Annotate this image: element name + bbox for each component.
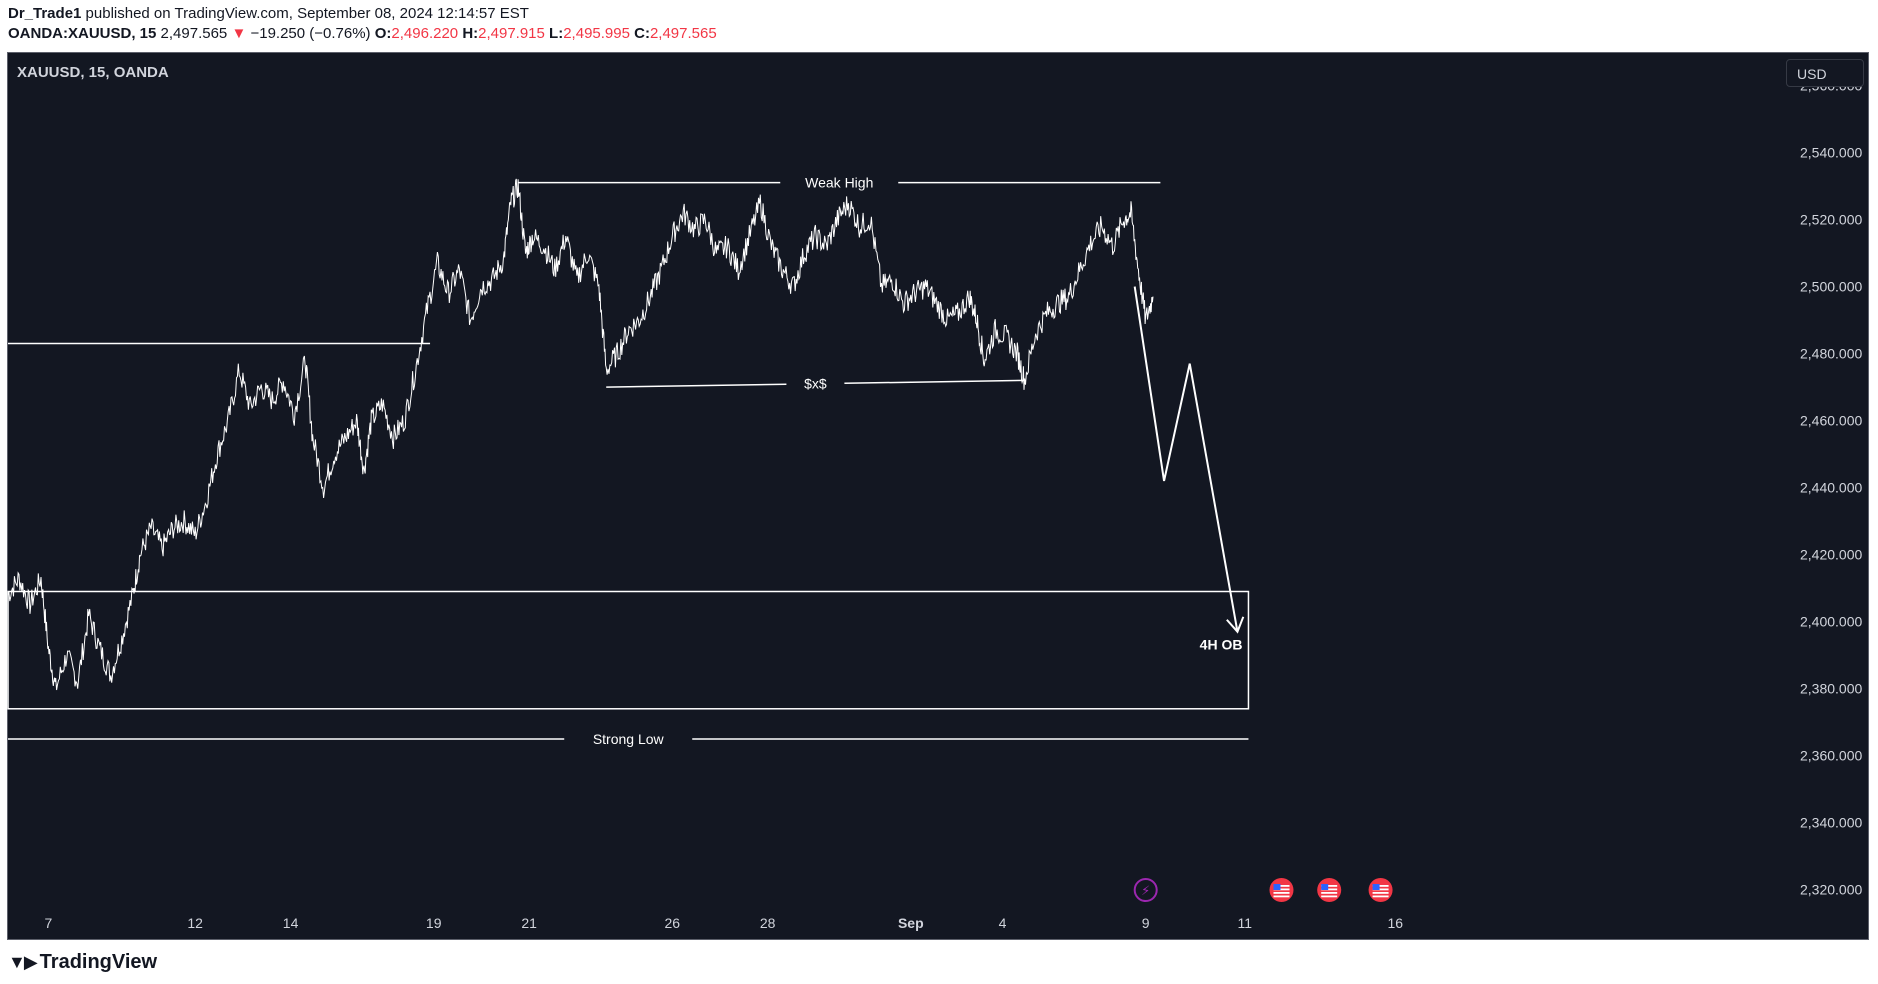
low-value: 2,495.995: [563, 25, 630, 42]
tradingview-logo-icon: ▼▶: [8, 952, 38, 972]
y-tick-label: 2,480.000: [1800, 346, 1862, 362]
x-tick-label: 7: [44, 915, 52, 931]
us-flag-stripe: [1273, 888, 1290, 891]
annotation-line[interactable]: [606, 383, 787, 388]
y-tick-label: 2,460.000: [1800, 413, 1862, 429]
y-tick-label: 2,520.000: [1800, 212, 1862, 228]
arrow-head-icon: [1226, 616, 1245, 634]
x-tick-label: Sep: [898, 915, 924, 931]
high-value: 2,497.915: [478, 25, 545, 42]
chart-frame[interactable]: [7, 52, 1869, 940]
open-label: O:: [374, 25, 392, 42]
published-text: published on TradingView.com, September …: [85, 5, 529, 22]
us-flag-canton: [1372, 884, 1380, 890]
us-flag-stripe: [1372, 895, 1389, 898]
y-tick-label: 2,360.000: [1800, 748, 1862, 764]
us-flag-canton: [1273, 884, 1281, 890]
x-tick-label: 21: [521, 915, 537, 931]
annotation-label: Strong Low: [593, 731, 665, 747]
us-flag-stripe: [1372, 888, 1389, 891]
y-tick-label: 2,380.000: [1800, 681, 1862, 697]
us-flag-stripe: [1273, 892, 1290, 894]
us-flag-stripe: [1372, 892, 1389, 894]
y-tick-label: 2,440.000: [1800, 480, 1862, 496]
y-tick-label: 2,540.000: [1800, 145, 1862, 161]
us-flag-stripe: [1321, 892, 1338, 894]
y-tick-label: 2,320.000: [1800, 882, 1862, 898]
footer-brand: TradingView: [39, 951, 158, 973]
us-flag-stripe: [1273, 895, 1290, 898]
symbol-info-bar: OANDA:XAUUSD, 15 2,497.565 ▼ −19.250 (−0…: [8, 25, 717, 42]
tradingview-logo[interactable]: ▼▶ TradingView: [8, 951, 157, 974]
x-tick-label: 19: [426, 915, 442, 931]
annotation-label: $x$: [804, 376, 827, 392]
lightning-glyph-icon: ⚡: [1141, 884, 1150, 899]
us-flag-stripe: [1321, 888, 1338, 891]
author-name[interactable]: Dr_Trade1: [8, 5, 82, 22]
annotation-label: Weak High: [805, 175, 873, 191]
us-flag-stripe: [1273, 885, 1290, 887]
x-tick-label: 12: [187, 915, 203, 931]
publish-info: Dr_Trade1 published on TradingView.com, …: [8, 5, 529, 22]
symbol-label: OANDA:XAUUSD, 15: [8, 25, 157, 42]
us-flag-stripe: [1321, 895, 1338, 898]
y-tick-label: 2,500.000: [1800, 279, 1862, 295]
order-block-label: 4H OB: [1200, 637, 1243, 653]
currency-button[interactable]: USD: [1786, 59, 1864, 87]
price-change: −19.250 (−0.76%): [250, 25, 371, 42]
y-tick-label: 2,420.000: [1800, 547, 1862, 563]
open-value: 2,496.220: [391, 25, 459, 42]
close-value: 2,497.565: [649, 25, 717, 42]
x-tick-label: 14: [283, 915, 299, 931]
x-tick-label: 4: [999, 915, 1007, 931]
us-flag-canton: [1321, 884, 1329, 890]
x-tick-label: 9: [1142, 915, 1150, 931]
low-label: L:: [549, 25, 564, 42]
change-arrow-icon: ▼: [231, 25, 247, 42]
chart-title: XAUUSD, 15, OANDA: [17, 64, 169, 81]
x-tick-label: 16: [1387, 915, 1403, 931]
lightning-icon[interactable]: [1133, 878, 1158, 902]
us-flag-stripe: [1372, 885, 1389, 887]
x-tick-label: 28: [760, 915, 776, 931]
order-block-box[interactable]: [7, 590, 1250, 710]
y-tick-label: 2,400.000: [1800, 614, 1862, 630]
high-label: H:: [462, 25, 479, 42]
us-flag-stripe: [1321, 885, 1338, 887]
price-line[interactable]: [7, 178, 1154, 691]
x-tick-label: 26: [664, 915, 680, 931]
y-tick-label: 2,340.000: [1800, 815, 1862, 831]
last-price: 2,497.565: [160, 25, 228, 42]
close-label: C:: [634, 25, 650, 42]
x-tick-label: 11: [1238, 915, 1253, 931]
annotation-line[interactable]: [844, 379, 1025, 385]
projection-path[interactable]: [1133, 286, 1239, 632]
